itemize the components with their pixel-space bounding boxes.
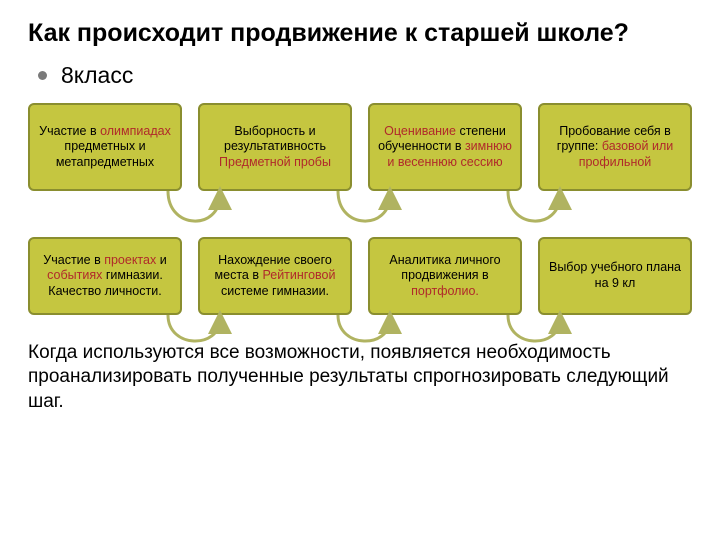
node-projects: Участие в проектах и событиях гимназии. … [28,237,182,315]
page-title: Как происходит продвижение к старшей шко… [28,18,692,48]
node-assess: Оценивание степени обученности в зимнюю … [368,103,522,191]
diagram: Участие в олимпиадах предметных и метапр… [28,103,692,315]
arrows-bottom [28,313,692,383]
node-group: Пробование себя в группе: базовой или пр… [538,103,692,191]
bullet-icon [38,71,47,80]
row-bottom: Участие в проектах и событиях гимназии. … [28,237,692,315]
subtitle-row: 8класс [28,62,692,89]
node-rating: Нахождение своего места в Рейтинговой си… [198,237,352,315]
node-probe: Выборность и результативность Предметной… [198,103,352,191]
row-top: Участие в олимпиадах предметных и метапр… [28,103,692,191]
node-portfolio: Аналитика личного продвижения в портфоли… [368,237,522,315]
node-choice: Выбор учебного плана на 9 кл [538,237,692,315]
node-olympiads: Участие в олимпиадах предметных и метапр… [28,103,182,191]
subtitle: 8класс [61,62,133,89]
